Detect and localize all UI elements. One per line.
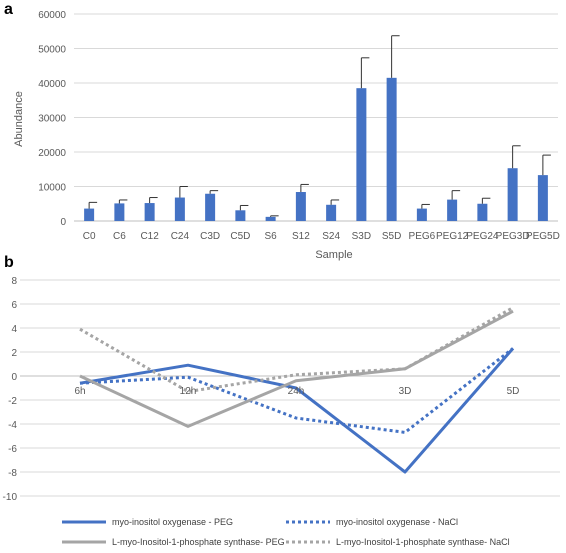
b-series-line [79,309,514,428]
a-bar [416,208,427,221]
b-y-tick-label: -10 [3,492,18,503]
a-bar [447,199,458,221]
a-bar [174,197,185,221]
a-x-tick-label: C6 [113,231,126,242]
b-legend-label: L-myo-Inositol-1-phosphate synthase- PEG [112,537,285,547]
a-x-tick-label: PEG5D [526,231,560,242]
a-bar [537,175,548,221]
a-bars [84,77,548,221]
b-y-tick-label: 2 [11,348,17,359]
a-x-tick-label: PEG24 [466,231,499,242]
a-x-tick-label: C24 [171,231,190,242]
a-x-tick-labels: C0 C6 C12 C24 C3D C5D S6 S12 S24 S3D S5D PEG6 PEG12P… [83,231,560,242]
panel-label-b: b [4,254,14,271]
a-bar [477,203,488,221]
b-series-lines [79,306,515,474]
b-y-tick-label: 6 [11,300,17,311]
a-y-tick-label: 10000 [38,183,66,194]
a-x-tick-label: PEG6 [409,231,436,242]
a-x-tick-label: C5D [230,231,250,242]
b-y-tick-label: -4 [8,420,17,431]
a-bar [295,192,306,221]
a-y-tick-labels: 0 10000 20000 30000 40000 50000 60000 [38,10,66,228]
b-y-tick-label: -2 [8,396,17,407]
a-y-tick-label: 50000 [38,45,66,56]
a-x-tick-label: S24 [322,231,340,242]
a-x-tick-label: S5D [382,231,401,242]
b-y-tick-labels: -10 -8 -6 -4 -2 0 2 4 6 8 [3,276,18,503]
b-x-tick-label: 24h [288,386,305,397]
a-y-tick-label: 20000 [38,148,66,159]
a-y-tick-label: 40000 [38,79,66,90]
a-y-tick-label: 60000 [38,10,66,21]
b-legend: myo-inositol oxygenase - PEG myo-inositol… [62,517,510,547]
b-y-tick-label: -6 [8,444,17,455]
a-y-axis-label: Abundance [13,91,25,147]
b-y-tick-label: -8 [8,468,17,479]
a-x-tick-label: PEG3D [496,231,530,242]
a-x-tick-label: C3D [200,231,220,242]
b-series-line [79,347,514,434]
a-bar [326,204,337,221]
b-legend-label: L-myo-Inositol-1-phosphate synthase- NaC… [336,537,510,547]
a-bar [114,203,125,221]
b-legend-label: myo-inositol oxygenase - PEG [112,517,233,527]
a-bar [235,210,246,221]
a-error-bars [88,35,551,217]
a-bar [386,77,397,221]
b-y-tick-label: 4 [11,324,17,335]
a-bar [205,193,216,221]
bar-chart-panel: 0 10000 20000 30000 40000 50000 60000 C0 C6 C12 C… [13,10,560,261]
b-x-tick-label: 6h [74,386,85,397]
b-x-tick-label: 5D [507,386,520,397]
a-bar [507,168,518,221]
a-bar [356,88,367,221]
b-series-line [79,347,515,474]
a-x-tick-label: C0 [83,231,96,242]
a-x-axis-label: Sample [315,249,352,261]
a-bar [84,208,95,221]
a-y-tick-label: 30000 [38,114,66,125]
b-y-tick-label: 8 [11,276,17,287]
a-x-tick-label: S3D [352,231,371,242]
line-chart-panel: -10 -8 -6 -4 -2 0 2 4 6 8 6h 12h 24h 3D 5D myo-inosit… [3,276,560,547]
a-bar [265,216,276,221]
a-gridlines [74,13,558,222]
a-x-tick-label: PEG12 [436,231,469,242]
a-x-tick-label: C12 [140,231,159,242]
b-x-tick-label: 12h [180,386,197,397]
a-x-tick-label: S6 [265,231,278,242]
a-y-tick-label: 0 [60,217,66,228]
a-x-tick-label: S12 [292,231,310,242]
b-x-tick-labels: 6h 12h 24h 3D 5D [74,386,519,397]
b-gridlines [20,279,560,497]
b-series-line [79,306,514,394]
panel-label-a: a [4,1,13,18]
b-legend-label: myo-inositol oxygenase - NaCl [336,517,458,527]
b-y-tick-label: 0 [11,372,17,383]
b-x-tick-label: 3D [399,386,412,397]
a-bar [144,203,155,221]
